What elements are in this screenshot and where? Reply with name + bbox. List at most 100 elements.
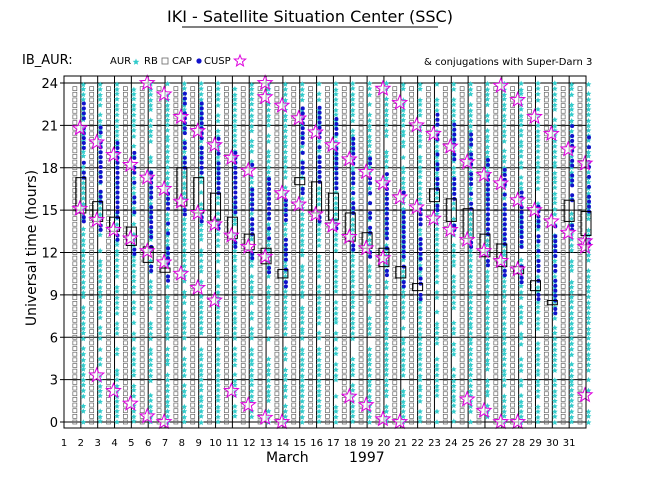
aur-marker <box>248 367 255 373</box>
aur-marker <box>198 408 205 414</box>
rb-marker <box>510 284 515 289</box>
aur-marker <box>198 189 205 195</box>
aur-marker <box>400 346 407 353</box>
rb-marker <box>510 351 515 357</box>
rb-marker <box>442 154 448 159</box>
cap-dot <box>418 222 423 227</box>
rb-marker <box>89 408 95 414</box>
rb-marker <box>173 317 179 323</box>
rb-marker <box>392 216 398 221</box>
rb-marker <box>257 125 263 131</box>
aur-marker <box>316 382 322 389</box>
cap-dot <box>587 194 591 199</box>
aur-marker <box>467 315 474 321</box>
cap-dot <box>199 170 204 175</box>
rb-marker <box>510 176 515 182</box>
rb-marker <box>577 351 583 357</box>
aur-marker <box>333 414 339 420</box>
aur-marker <box>585 111 592 118</box>
rb-marker <box>577 295 583 301</box>
aur-marker <box>147 158 154 165</box>
rb-marker <box>493 340 499 346</box>
aur-marker <box>198 268 205 274</box>
aur-marker <box>366 85 373 92</box>
aur-marker <box>484 351 491 357</box>
rb-marker <box>72 165 78 171</box>
rb-marker <box>409 278 414 284</box>
rb-marker <box>409 227 414 233</box>
rb-marker <box>106 414 111 419</box>
rb-marker <box>207 204 212 210</box>
day-column <box>426 76 440 428</box>
rb-marker <box>89 419 95 425</box>
cap-dot <box>267 181 272 186</box>
rb-marker <box>123 171 128 176</box>
aur-marker <box>97 314 103 321</box>
rb-marker <box>274 329 280 334</box>
rb-marker <box>560 301 566 306</box>
x-tick-label: 17 <box>327 438 340 449</box>
aur-marker <box>518 185 524 191</box>
rb-marker <box>224 188 229 193</box>
aur-marker <box>417 387 423 393</box>
rb-marker <box>493 193 499 199</box>
rb-marker <box>341 408 347 414</box>
aur-marker <box>181 299 188 306</box>
aur-marker <box>400 340 407 346</box>
aur-marker <box>232 294 238 301</box>
rb-marker <box>392 363 398 368</box>
aur-marker <box>552 324 558 331</box>
rb-marker <box>89 176 95 182</box>
rb-marker <box>207 137 212 142</box>
aur-marker <box>316 253 322 259</box>
rb-marker <box>173 125 179 131</box>
aur-marker <box>316 257 322 264</box>
aur-marker <box>282 351 289 357</box>
rb-marker <box>123 188 128 193</box>
aur-marker <box>265 392 272 399</box>
rb-marker <box>409 238 414 244</box>
rb-marker <box>442 278 448 284</box>
rb-marker <box>442 306 448 312</box>
x-tick-label: 12 <box>243 438 256 449</box>
rb-marker <box>123 385 128 391</box>
rb-marker <box>493 131 499 137</box>
aur-marker <box>450 288 457 295</box>
rb-marker <box>123 284 128 289</box>
rb-marker <box>527 193 532 199</box>
rb-marker <box>207 340 212 346</box>
aur-marker <box>181 361 188 368</box>
aur-marker <box>568 210 575 217</box>
rb-marker <box>257 289 263 295</box>
aur-marker <box>265 132 272 139</box>
aur-marker <box>585 117 592 124</box>
aur-marker <box>232 315 238 322</box>
aur-marker <box>215 231 221 237</box>
aur-marker <box>164 117 171 123</box>
rb-marker <box>510 289 515 295</box>
rb-marker <box>409 414 414 419</box>
rb-marker <box>577 255 583 261</box>
aur-marker <box>114 403 120 409</box>
aur-marker <box>164 242 171 248</box>
rb-marker <box>577 334 583 340</box>
rb-marker <box>392 171 398 176</box>
rb-marker <box>476 317 482 323</box>
cusp-star <box>458 230 476 248</box>
rb-marker <box>476 346 482 351</box>
rb-marker <box>375 250 381 255</box>
cap-dot <box>216 186 221 191</box>
day-column <box>308 76 322 428</box>
cusp-star <box>206 215 224 232</box>
aur-marker <box>484 277 491 284</box>
aur-marker <box>333 258 339 264</box>
aur-marker <box>417 346 423 352</box>
aur-marker <box>80 201 87 207</box>
aur-marker <box>215 320 221 326</box>
rb-marker <box>409 176 414 182</box>
rb-marker <box>139 199 145 204</box>
aur-marker <box>400 392 407 398</box>
aur-marker <box>552 97 558 103</box>
aur-marker <box>80 335 87 342</box>
aur-marker <box>467 221 474 227</box>
